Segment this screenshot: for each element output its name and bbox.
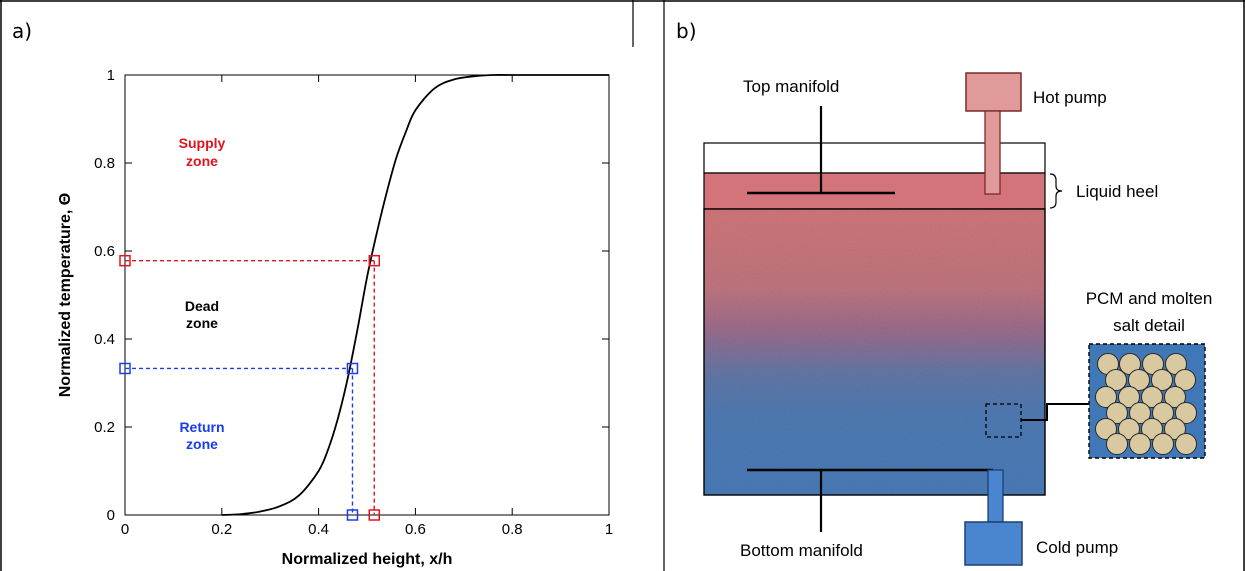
x-tick-label: 0.4	[308, 521, 329, 538]
pcm-capsule	[1095, 418, 1117, 440]
detail-leader-line	[1021, 403, 1089, 421]
y-tick-label: 0.8	[94, 155, 115, 172]
y-tick-label: 0.4	[94, 331, 115, 348]
markers	[119, 254, 381, 521]
supply-zone-label-line1: Supply	[179, 135, 226, 151]
hot-pump-label: Hot pump	[1033, 88, 1107, 107]
top-manifold	[747, 106, 895, 195]
return-curve-marker	[346, 362, 359, 375]
bottom-manifold	[747, 468, 993, 532]
hot-pump	[965, 72, 1022, 195]
pcm-capsule	[1129, 402, 1151, 424]
cold-pump-label: Cold pump	[1036, 538, 1118, 557]
pcm-bed	[704, 209, 1045, 495]
x-tick-label: 1	[605, 521, 613, 538]
pcm-capsule	[1152, 402, 1174, 424]
guide-lines	[125, 259, 375, 515]
pcm-capsule	[1174, 369, 1196, 391]
liquid-heel-label: Liquid heel	[1076, 182, 1158, 201]
pcm-capsule	[1164, 418, 1186, 440]
pcm-capsule	[1175, 433, 1197, 455]
supply-y-axis-marker	[119, 254, 131, 267]
panel-a-chart: a) 0 0.2 0.4 0.6 0.8 1 0 0.2 0.4 0.6 0.8 1 Normali…	[12, 19, 613, 568]
pcm-detail-label-line1: PCM and molten	[1086, 289, 1213, 308]
dead-zone-label-line2: zone	[186, 315, 218, 331]
liquid-heel-brace	[1049, 173, 1063, 209]
return-zone-label-line1: Return	[179, 419, 224, 435]
pcm-detail-label-line2: salt detail	[1113, 316, 1185, 335]
cold-pump	[964, 469, 1023, 566]
return-x-axis-marker	[346, 509, 359, 521]
top-manifold-label: Top manifold	[743, 77, 839, 96]
plot-frame	[124, 74, 610, 516]
y-tick-label: 1	[107, 67, 115, 84]
dead-zone-label-line1: Dead	[185, 298, 219, 314]
y-tick-label: 0.2	[94, 419, 115, 436]
x-axis-ticks: 0 0.2 0.4 0.6 0.8 1	[121, 75, 613, 538]
pcm-capsules	[1095, 353, 1197, 455]
panel-b-label: b)	[676, 19, 697, 43]
pcm-capsule	[1118, 386, 1140, 408]
pcm-capsule	[1095, 386, 1117, 408]
supply-zone-label-line2: zone	[186, 153, 218, 169]
bottom-manifold-label: Bottom manifold	[740, 541, 863, 560]
return-y-axis-marker	[119, 362, 131, 375]
pcm-capsule	[1152, 433, 1174, 455]
pcm-capsule	[1141, 386, 1163, 408]
pcm-capsule	[1164, 386, 1186, 408]
x-tick-label: 0.6	[405, 521, 426, 538]
x-tick-label: 0	[121, 521, 129, 538]
supply-curve-marker	[368, 254, 381, 267]
x-axis-title: Normalized height, x/h	[282, 551, 453, 568]
pcm-capsule	[1128, 369, 1150, 391]
pcm-capsule	[1105, 369, 1127, 391]
pcm-capsule	[1141, 418, 1163, 440]
y-tick-label: 0	[107, 507, 115, 524]
y-tick-label: 0.6	[94, 243, 115, 260]
pcm-capsule	[1118, 418, 1140, 440]
temperature-profile-line	[221, 74, 609, 516]
pcm-capsule	[1106, 402, 1128, 424]
y-axis-ticks: 0 0.2 0.4 0.6 0.8 1	[94, 67, 609, 524]
pcm-capsule	[1175, 402, 1197, 424]
panel-a-label: a)	[12, 19, 32, 43]
x-tick-label: 0.8	[502, 521, 523, 538]
supply-x-axis-marker	[368, 509, 381, 521]
tank-outline	[703, 208, 1046, 496]
panel-b-diagram: b) Top manifold Hot pump Liquid heel PCM…	[676, 19, 1213, 566]
return-zone-label-line2: zone	[186, 436, 218, 452]
pcm-capsule	[1151, 369, 1173, 391]
x-tick-label: 0.2	[211, 521, 232, 538]
y-axis-title: Normalized temperature, Θ	[57, 193, 74, 398]
pcm-capsule	[1129, 433, 1151, 455]
pcm-capsule	[1106, 433, 1128, 455]
